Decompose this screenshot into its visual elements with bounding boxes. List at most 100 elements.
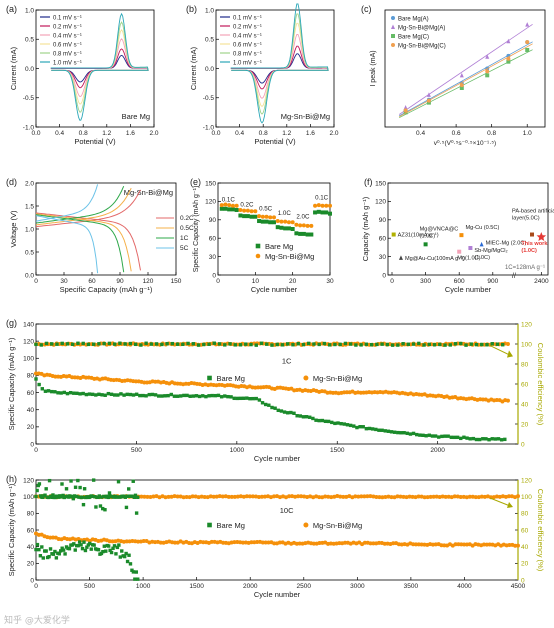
- capacity-point: [153, 393, 158, 397]
- legend-marker: [255, 253, 261, 259]
- ce-point: [133, 493, 138, 498]
- capacity-point: [405, 431, 409, 436]
- ce-point: [469, 342, 473, 346]
- data-point: [459, 86, 464, 90]
- ce-point: [286, 342, 290, 346]
- ce-point: [383, 495, 388, 500]
- ce-arrow-head: [507, 350, 513, 358]
- ce-point: [43, 493, 47, 497]
- capacity-point: [333, 421, 337, 426]
- ce-point: [369, 342, 374, 347]
- capacity-point: [343, 540, 348, 545]
- capacity-point: [75, 391, 79, 396]
- rate-label: 0.2C: [240, 201, 254, 208]
- capacity-point: [104, 549, 108, 553]
- capacity-point: [251, 396, 255, 401]
- capacity-point: [134, 392, 139, 396]
- cyc-ytick-label: 40: [27, 407, 35, 414]
- discharge-curve: [35, 214, 125, 273]
- capacity-point: [421, 433, 425, 438]
- f-xtick-label: 900: [487, 278, 498, 285]
- cyc-ytick-label: 140: [23, 321, 34, 328]
- ce-point: [63, 495, 68, 499]
- capacity-point: [377, 428, 381, 432]
- cv-ytick-label: -0.5: [203, 95, 215, 102]
- capacity-point: [326, 419, 331, 424]
- x-axis-label: Cycle number: [445, 285, 492, 294]
- capacity-point: [235, 396, 240, 401]
- capacity-point: [273, 406, 277, 410]
- capacity-point: [141, 539, 146, 544]
- capacity-point: [72, 542, 76, 546]
- panel-label: (g): [6, 318, 17, 328]
- capacity-point: [422, 542, 427, 547]
- cyc-ytick-label: 120: [23, 338, 34, 345]
- data-point: [234, 207, 239, 212]
- capacity-point: [78, 392, 82, 396]
- ce-point: [317, 495, 322, 500]
- capacity-point: [48, 535, 53, 540]
- ce-point: [268, 495, 273, 500]
- cv-xtick-label: 2.0: [329, 130, 338, 137]
- ce-point: [217, 494, 222, 499]
- capacity-point: [185, 393, 189, 398]
- capacity-point: [452, 435, 457, 440]
- ce-point: [68, 494, 72, 498]
- f-xtick-label: 600: [454, 278, 465, 285]
- ce-point: [39, 343, 43, 347]
- ce-point: [497, 494, 502, 499]
- capacity-point: [122, 554, 127, 559]
- ce-point: [495, 342, 500, 346]
- ce-point: [338, 494, 343, 499]
- capacity-point: [468, 437, 472, 441]
- cv-ytick-label: 0.0: [205, 66, 214, 73]
- legend-marker: [303, 522, 309, 528]
- ce-point: [392, 495, 397, 500]
- data-point: [275, 225, 280, 230]
- data-point: [283, 226, 288, 231]
- d-xtick-label: 30: [60, 278, 68, 285]
- d-ytick-label: 0.0: [25, 272, 34, 279]
- ce-point: [338, 342, 342, 347]
- capacity-point: [455, 435, 460, 440]
- capacity-point: [118, 555, 123, 559]
- data-point: [290, 227, 295, 231]
- capacity-point: [169, 392, 173, 397]
- ce-point: [254, 343, 258, 347]
- capacity-point: [87, 392, 92, 396]
- ce-point: [375, 342, 379, 347]
- capacity-point: [377, 540, 382, 545]
- capacity-point: [40, 387, 44, 391]
- ce-point: [377, 495, 382, 500]
- ce-point: [190, 494, 195, 499]
- data-point: [245, 214, 250, 219]
- data-point: [279, 219, 284, 224]
- ce-point: [302, 494, 307, 499]
- capacity-point: [158, 540, 163, 545]
- capacity-point: [125, 559, 130, 564]
- legend-entry: 0.4 mV s⁻¹: [233, 34, 262, 40]
- capacity-point: [147, 392, 151, 397]
- capacity-point: [83, 548, 88, 553]
- ce-point: [432, 343, 437, 347]
- data-point: [223, 202, 228, 207]
- ce-point: [244, 342, 248, 346]
- cv-xtick-label: 0.8: [79, 130, 88, 137]
- ce-point: [97, 342, 101, 346]
- ce-point: [401, 494, 406, 499]
- cyc-ytick-label: 80: [27, 373, 35, 380]
- capacity-point: [150, 392, 155, 397]
- ce-point: [482, 494, 487, 499]
- cyc-right-ytick-label: 60: [521, 381, 529, 388]
- capacity-point: [399, 431, 403, 435]
- e-ytick-label: 90: [209, 217, 217, 224]
- capacity-point: [111, 546, 115, 550]
- d-xtick-label: 150: [171, 278, 182, 285]
- data-point: [324, 210, 329, 215]
- data-point: [309, 232, 314, 237]
- ce-point: [69, 479, 73, 483]
- ce-point: [365, 494, 370, 499]
- e-ytick-label: 150: [205, 180, 216, 187]
- e-ytick-label: 0: [212, 272, 216, 279]
- data-point: [234, 203, 239, 208]
